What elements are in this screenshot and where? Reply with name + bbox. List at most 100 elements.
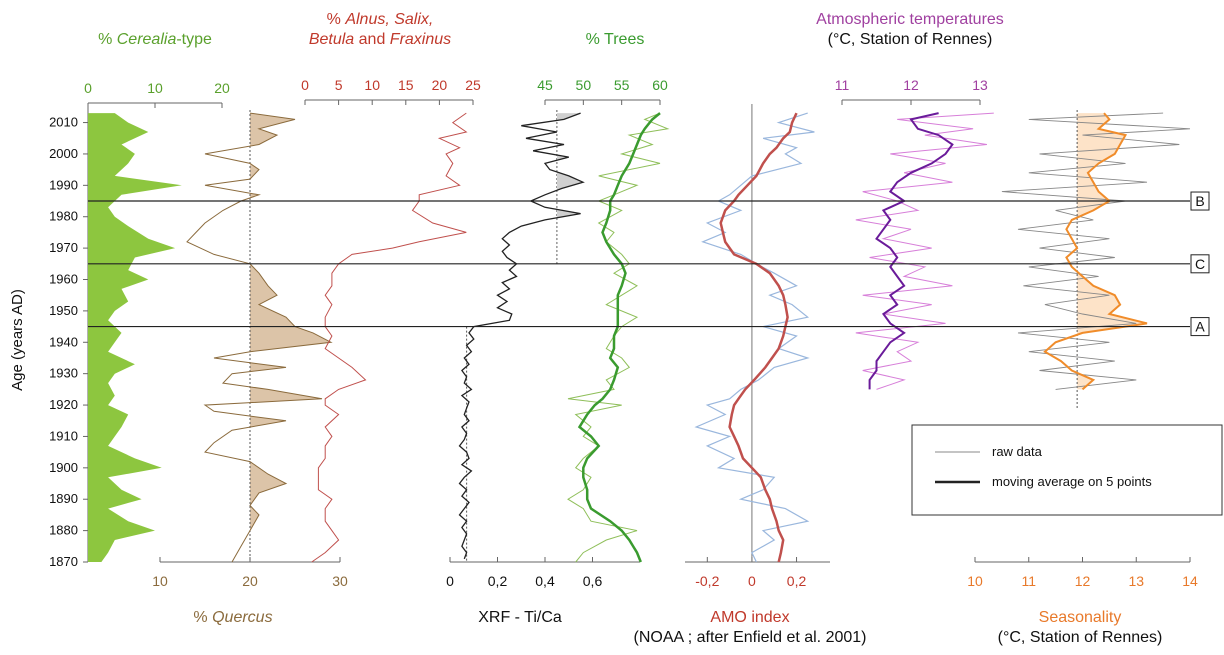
temperature-tick-label: 13 xyxy=(972,77,988,93)
quercus-excess-fill xyxy=(250,113,331,562)
age-axis-label: Age (years AD) xyxy=(9,289,26,391)
proxy-panels: 0 10 20 10 20 30 0 5 10 15 20 25 0 0,2 0,4 0,6 45 50 55 60 -… xyxy=(84,77,1198,589)
amo-subtitle: (NOAA ; after Enfield et al. 2001) xyxy=(633,629,866,646)
legend-box xyxy=(911,424,1223,516)
seasonality-title: Seasonality xyxy=(1039,609,1122,626)
horizon-label-c: C xyxy=(1195,256,1205,272)
alnus-line xyxy=(311,112,468,563)
seasonality-tick-label: 11 xyxy=(1021,573,1036,589)
age-tick-label: 1940 xyxy=(49,334,78,349)
alnus-tick-label: 5 xyxy=(335,77,343,93)
age-tick-label: 1870 xyxy=(49,554,78,569)
trees-raw-line xyxy=(567,112,670,563)
alnus-tick-label: 25 xyxy=(465,77,481,93)
trees-tick-label: 55 xyxy=(614,77,630,93)
temperature-panel: 11 12 13 xyxy=(835,77,994,390)
age-axis: 1870 1880 1890 1900 1910 1920 1930 1940 1950 1960… xyxy=(49,104,89,569)
quercus-title-italic: Quercus xyxy=(212,609,272,626)
amo-title: AMO index xyxy=(710,609,789,626)
alnus-title-italic3: Fraxinus xyxy=(390,31,451,48)
age-tick-label: 1930 xyxy=(49,366,78,381)
seasonality-average-line xyxy=(1043,112,1148,391)
legend-raw-label: raw data xyxy=(992,444,1043,459)
age-tick-label: 1950 xyxy=(49,303,78,318)
temperature-average-line xyxy=(868,112,954,390)
trees-panel: 45 50 55 60 xyxy=(537,77,670,563)
xrf-tick-label: 0 xyxy=(446,573,454,589)
legend: raw data moving average on 5 points xyxy=(911,424,1223,516)
quercus-title-prefix: % xyxy=(193,609,212,626)
amo-tick-label: 0,2 xyxy=(787,573,807,589)
amo-average-line xyxy=(719,112,798,563)
seasonality-tick-label: 12 xyxy=(1075,573,1091,589)
amo-tick-label: -0,2 xyxy=(695,573,719,589)
quercus-tick-label: 30 xyxy=(332,573,348,589)
age-tick-label: 1880 xyxy=(49,523,78,538)
trees-average-line xyxy=(577,112,661,563)
alnus-tick-label: 10 xyxy=(364,77,380,93)
cerealia-tick-label: 0 xyxy=(84,80,92,96)
panel-titles: % Cerealia-type % Quercus % Alnus, Salix… xyxy=(98,11,1162,646)
temperature-subtitle: (°C, Station of Rennes) xyxy=(828,31,993,48)
legend-avg-label: moving average on 5 points xyxy=(992,474,1152,489)
alnus-title-line1: % Alnus, Salix, xyxy=(327,11,434,28)
xrf-excess-fill xyxy=(556,113,583,264)
age-tick-label: 1960 xyxy=(49,272,78,287)
horizon-box-c xyxy=(1190,254,1210,274)
xrf-tick-label: 0,6 xyxy=(583,573,603,589)
horizon-lines: B C A xyxy=(88,191,1210,337)
cerealia-title-prefix: % xyxy=(98,31,117,48)
temperature-tick-label: 11 xyxy=(835,77,850,93)
alnus-title-prefix: % xyxy=(327,11,346,28)
cerealia-panel: 0 10 20 xyxy=(84,80,230,562)
age-tick-label: 1890 xyxy=(49,491,78,506)
quercus-line xyxy=(186,112,333,563)
temperature-raw-line xyxy=(855,112,994,390)
xrf-line xyxy=(458,112,585,560)
trees-title: % Trees xyxy=(586,31,645,48)
cerealia-tick-label: 10 xyxy=(147,80,163,96)
age-tick-label: 1970 xyxy=(49,240,78,255)
seasonality-tick-label: 13 xyxy=(1128,573,1144,589)
cerealia-title: % Cerealia-type xyxy=(98,31,212,48)
seasonality-subtitle: (°C, Station of Rennes) xyxy=(998,629,1163,646)
quercus-tick-label: 20 xyxy=(242,573,258,589)
seasonality-raw-line xyxy=(1001,112,1191,390)
trees-tick-label: 60 xyxy=(652,77,668,93)
seasonality-excess-fill xyxy=(1077,113,1147,390)
xrf-panel: 0 0,2 0,4 0,6 xyxy=(446,110,640,589)
alnus-title-mid: and xyxy=(354,31,390,48)
horizon-label-a: A xyxy=(1195,319,1205,335)
age-tick-label: 2010 xyxy=(49,115,78,130)
horizon-label-b: B xyxy=(1195,193,1204,209)
age-tick-label: 1910 xyxy=(49,428,78,443)
seasonality-tick-label: 14 xyxy=(1182,573,1198,589)
cerealia-tick-label: 20 xyxy=(214,80,230,96)
cerealia-area xyxy=(88,113,182,562)
cerealia-title-italic: Cerealia xyxy=(117,31,177,48)
alnus-tick-label: 20 xyxy=(432,77,448,93)
alnus-title-italic2: Betula xyxy=(309,31,354,48)
age-tick-label: 1920 xyxy=(49,397,78,412)
xrf-tick-label: 0,2 xyxy=(488,573,508,589)
alnus-title-italic1: Alnus, Salix, xyxy=(344,11,433,28)
trees-tick-label: 45 xyxy=(537,77,553,93)
temperature-tick-label: 12 xyxy=(903,77,919,93)
alnus-tick-label: 15 xyxy=(398,77,414,93)
cerealia-title-suffix: -type xyxy=(176,31,212,48)
temperature-title: Atmospheric temperatures xyxy=(816,11,1004,28)
horizon-box-b xyxy=(1190,191,1210,211)
quercus-panel: 10 20 30 xyxy=(152,110,348,589)
age-tick-label: 1980 xyxy=(49,209,78,224)
alnus-panel: 0 5 10 15 20 25 xyxy=(301,77,481,563)
amo-panel: -0,2 0 0,2 xyxy=(685,104,830,589)
xrf-tick-label: 0,4 xyxy=(535,573,555,589)
age-tick-label: 1990 xyxy=(49,177,78,192)
quercus-title: % Quercus xyxy=(193,609,272,626)
xrf-title: XRF - Ti/Ca xyxy=(478,609,562,626)
age-tick-label: 1900 xyxy=(49,460,78,475)
amo-raw-line xyxy=(694,112,815,563)
horizon-box-a xyxy=(1190,317,1210,337)
trees-tick-label: 50 xyxy=(576,77,592,93)
